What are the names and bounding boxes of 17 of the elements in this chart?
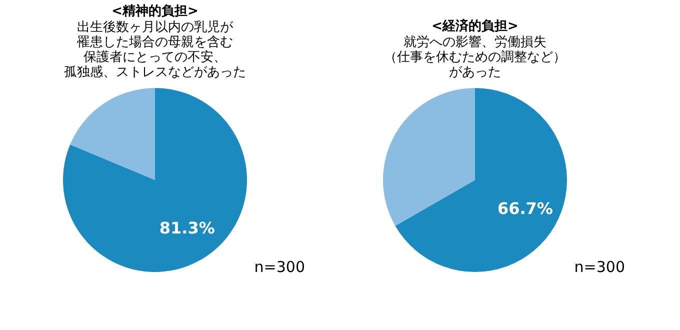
pie-slice	[63, 88, 247, 272]
data-label: 81.3%	[159, 218, 215, 238]
text: があった	[449, 65, 501, 80]
text: （仕事を休むための調整など）	[384, 50, 566, 65]
text: 保護者にとっての不安、	[84, 50, 226, 65]
pie-slice	[395, 88, 567, 272]
data-label: 66.7%	[497, 199, 553, 218]
text: n=300	[574, 258, 625, 276]
chart-title: <経済的負担>	[432, 18, 518, 34]
pie-slice	[383, 88, 475, 226]
text: 罹患した場合の母親を含む	[77, 35, 233, 50]
pie-slice	[70, 88, 155, 180]
text: 就労への影響、労働損失	[404, 35, 546, 50]
text: n=300	[254, 258, 305, 276]
text: 出生後数ヶ月以内の乳児が	[77, 20, 233, 35]
text: 孤独感、ストレスなどがあった	[64, 65, 246, 80]
chart-title: <精神的負担>	[112, 3, 198, 19]
